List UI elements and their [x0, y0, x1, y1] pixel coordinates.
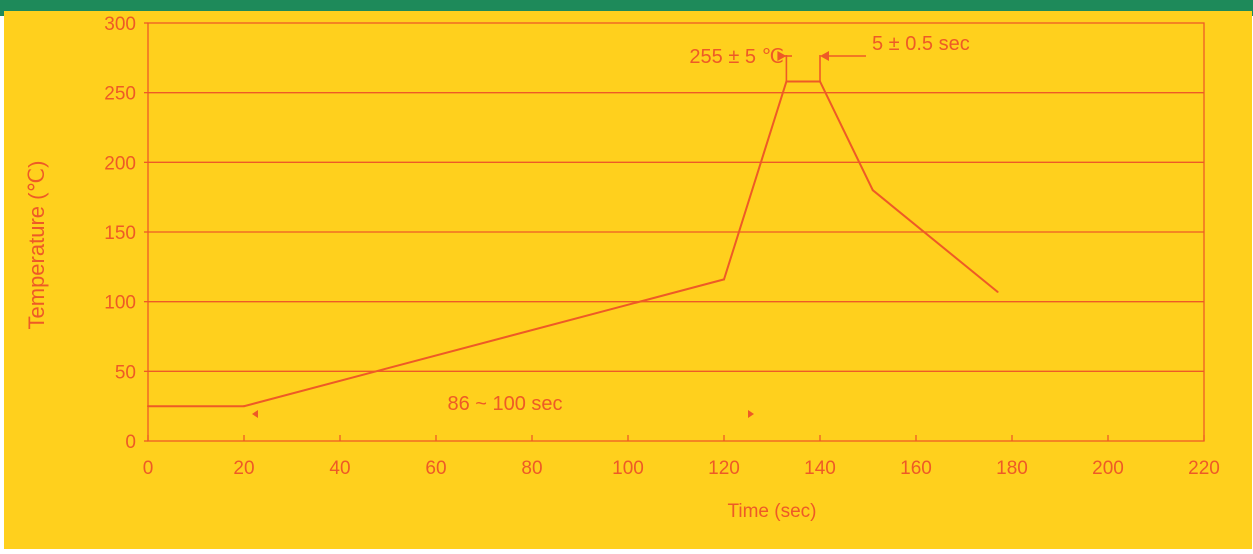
- y-tick-label: 50: [115, 362, 136, 383]
- peak-temperature-label: 255 ± 5 ℃: [689, 46, 784, 68]
- x-tick-label: 40: [329, 458, 350, 479]
- chart-background: [4, 11, 1252, 549]
- x-tick-label: 20: [233, 458, 254, 479]
- y-tick-label: 200: [104, 153, 136, 174]
- y-tick-label: 300: [104, 14, 136, 35]
- profile-point: [871, 189, 874, 192]
- x-tick-label: 140: [804, 458, 836, 479]
- profile-point: [996, 290, 999, 293]
- y-tick-label: 250: [104, 84, 136, 105]
- time-window-label: 86 ~ 100 sec: [447, 393, 562, 415]
- y-tick-label: 100: [104, 293, 136, 314]
- dwell-arrow-head: [820, 51, 829, 61]
- x-tick-label: 120: [708, 458, 740, 479]
- x-tick-label: 80: [521, 458, 542, 479]
- x-axis-title: Time (sec): [727, 501, 816, 522]
- profile-point: [723, 278, 725, 281]
- y-tick-label: 150: [104, 223, 136, 244]
- time-window-right-arrow: [748, 410, 754, 418]
- x-tick-label: 60: [425, 458, 446, 479]
- x-tick-label: 100: [612, 458, 644, 479]
- dwell-time-label: 5 ± 0.5 sec: [872, 33, 970, 55]
- peak-temp-arrow-head: [777, 51, 787, 61]
- x-tick-label: 200: [1092, 458, 1124, 479]
- y-axis-title: Temperature (℃): [24, 161, 49, 330]
- x-tick-label: 220: [1188, 458, 1220, 479]
- y-tick-label: 0: [125, 432, 136, 453]
- x-tick-label: 160: [900, 458, 932, 479]
- profile-point: [147, 405, 149, 408]
- x-tick-label: 180: [996, 458, 1028, 479]
- profile-point: [243, 405, 245, 408]
- profile-line: [148, 80, 999, 408]
- time-window-left-arrow: [252, 410, 258, 418]
- x-tick-label: 0: [143, 458, 154, 479]
